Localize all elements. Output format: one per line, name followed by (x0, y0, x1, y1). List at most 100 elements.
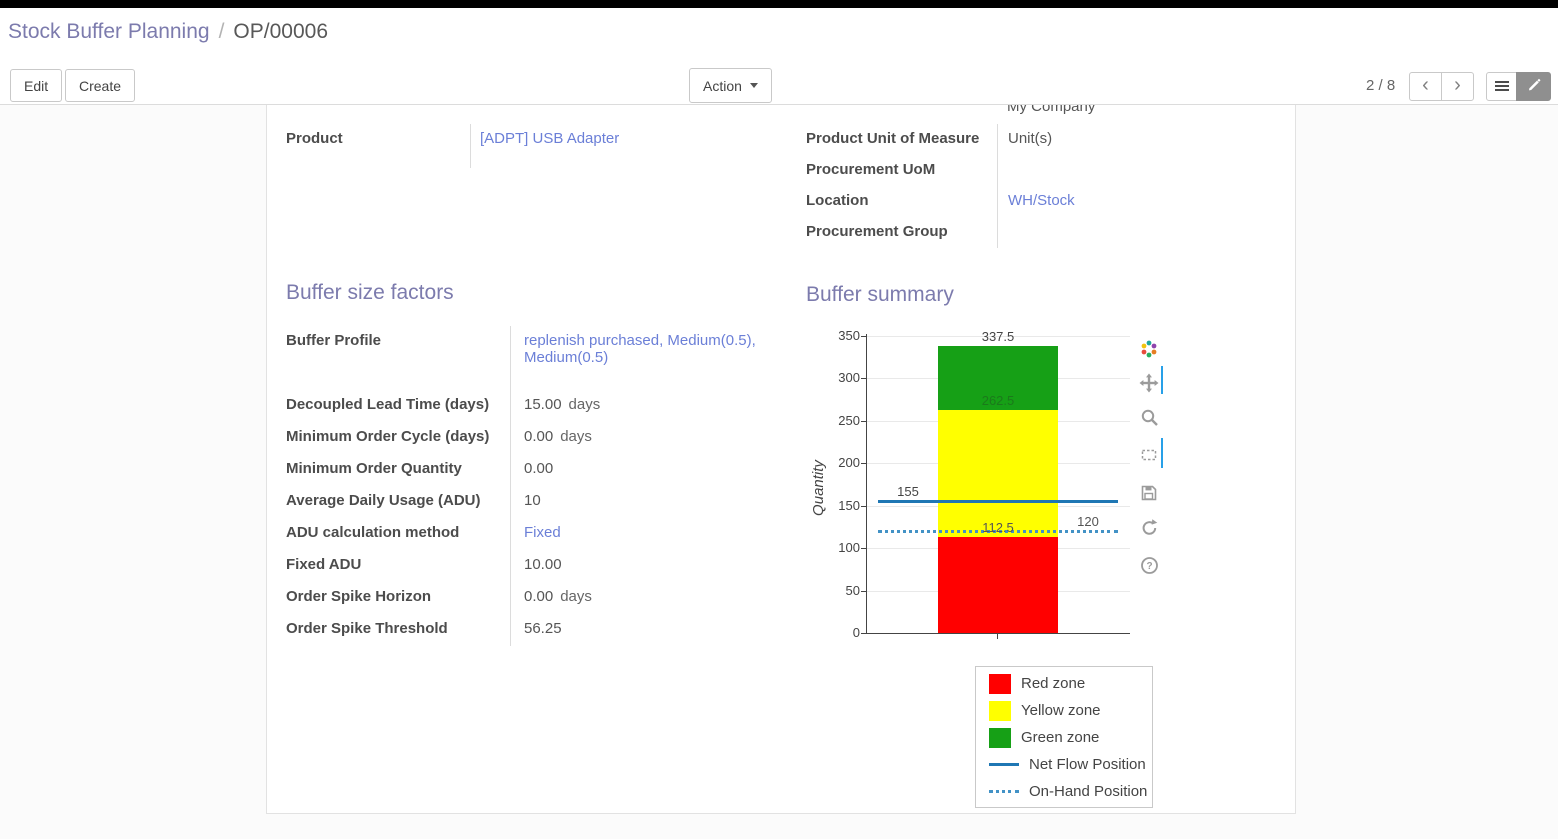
field-label-spike-horizon: Order Spike Horizon (286, 588, 432, 605)
buffer-factors-group: Buffer Profile replenish purchased, Medi… (286, 326, 756, 646)
uom-group: Product Unit of Measure Unit(s) Procurem… (806, 124, 1276, 248)
gridline (867, 335, 1130, 337)
form-view-button[interactable] (1516, 72, 1551, 101)
buffer-profile-link[interactable]: replenish purchased, Medium(0.5), Medium… (524, 332, 756, 366)
field-row-dlt: Decoupled Lead Time (days) 15.00 days (286, 390, 756, 422)
field-row-adu-method: ADU calculation method Fixed (286, 518, 756, 550)
dlt-suffix: days (568, 396, 601, 413)
breadcrumb-separator: / (218, 20, 225, 43)
edit-button[interactable]: Edit (10, 69, 63, 102)
chevron-down-icon (749, 83, 758, 88)
save-icon[interactable] (1136, 480, 1162, 506)
field-row-min-order-cycle: Minimum Order Cycle (days) 0.00 days (286, 422, 756, 454)
location-link[interactable]: WH/Stock (1008, 192, 1075, 209)
action-dropdown-button[interactable]: Action (689, 68, 772, 103)
min-order-qty-value: 0.00 (524, 460, 554, 477)
adu-value: 10 (524, 492, 541, 509)
legend-label: Net Flow Position (1029, 756, 1146, 773)
legend-item-yellow-zone[interactable]: Yellow zone (976, 697, 1152, 724)
field-row-product-uom: Product Unit of Measure Unit(s) (806, 124, 1276, 155)
help-icon[interactable]: ? (1136, 552, 1162, 578)
y-tick-mark (861, 590, 866, 592)
field-label-adu: Average Daily Usage (ADU) (286, 492, 481, 509)
breadcrumb: Stock Buffer Planning / OP/00006 (8, 20, 328, 44)
pager-counter: 2 / 8 (1366, 77, 1396, 94)
field-row-min-order-qty: Minimum Order Quantity 0.00 (286, 454, 756, 486)
field-row-procurement-group: Procurement Group (806, 217, 1276, 248)
clipped-top-field: My Company (1007, 105, 1227, 118)
on-hand-position-line (878, 530, 1118, 533)
pager-previous-button[interactable]: ‹ (1409, 72, 1442, 101)
y-tick-label: 250 (838, 412, 860, 428)
field-label-adu-method: ADU calculation method (286, 524, 460, 541)
control-panel (0, 8, 1558, 105)
chevron-left-icon: ‹ (1422, 74, 1429, 96)
field-row-spike-horizon: Order Spike Horizon 0.00 days (286, 582, 756, 614)
x-axis-line (866, 633, 1130, 634)
annotation-top-of-yellow: 262.5 (981, 392, 1015, 408)
y-tick-label: 100 (838, 540, 860, 555)
legend-item-net-flow[interactable]: Net Flow Position (976, 751, 1152, 778)
field-label-dlt: Decoupled Lead Time (days) (286, 396, 490, 413)
min-order-cycle-value: 0.00 (524, 428, 554, 445)
y-tick-label: 150 (838, 497, 860, 513)
field-label-min-order-cycle: Minimum Order Cycle (days) (286, 428, 490, 445)
annotation-top-of-green: 337.5 (981, 329, 1015, 345)
action-dropdown-label: Action (703, 77, 742, 94)
field-label-min-order-qty: Minimum Order Quantity (286, 460, 462, 477)
y-tick-mark (861, 463, 866, 464)
green-zone-swatch (989, 727, 1011, 748)
field-row-buffer-profile: Buffer Profile replenish purchased, Medi… (286, 326, 756, 390)
box-select-icon[interactable] (1136, 442, 1162, 468)
legend-item-green-zone[interactable]: Green zone (976, 724, 1152, 751)
pan-icon[interactable] (1136, 370, 1162, 396)
y-tick-mark (861, 378, 866, 379)
field-row-procurement-uom: Procurement UoM (806, 155, 1276, 186)
y-tick-mark (861, 548, 866, 549)
red-zone-swatch (989, 673, 1011, 694)
net-flow-line-swatch (989, 763, 1019, 766)
list-view-button[interactable] (1486, 72, 1517, 101)
pager-next-button[interactable]: › (1441, 72, 1474, 101)
plotly-logo-icon[interactable] (1136, 336, 1162, 362)
y-tick-label: 50 (845, 582, 860, 598)
legend-item-on-hand[interactable]: On-Hand Position (976, 778, 1152, 805)
edit-form-icon (1526, 77, 1542, 96)
list-icon (1494, 79, 1509, 95)
breadcrumb-parent-link[interactable]: Stock Buffer Planning (8, 20, 210, 43)
yellow-zone-swatch (989, 700, 1011, 721)
dlt-value: 15.00 (524, 396, 562, 413)
legend-label: On-Hand Position (1029, 783, 1148, 800)
on-hand-line-swatch (989, 790, 1019, 793)
reset-axes-icon[interactable] (1136, 514, 1162, 540)
buffer-summary-chart: 0 50 100 150 200 250 300 350 Quantity 33… (800, 328, 1170, 668)
y-tick-mark (861, 420, 866, 422)
zoom-icon[interactable] (1136, 404, 1162, 430)
field-label-buffer-profile: Buffer Profile (286, 332, 382, 349)
y-tick-mark (861, 505, 866, 507)
field-label-spike-threshold: Order Spike Threshold (286, 620, 448, 637)
product-link[interactable]: [ADPT] USB Adapter (480, 130, 620, 147)
y-axis-line (866, 334, 867, 634)
breadcrumb-current: OP/00006 (233, 20, 328, 43)
y-tick-mark (861, 633, 866, 634)
create-button[interactable]: Create (65, 69, 136, 102)
fixed-adu-value: 10.00 (524, 556, 562, 573)
legend-label: Green zone (1021, 729, 1100, 746)
product-uom-value: Unit(s) (1008, 130, 1053, 147)
svg-text:?: ? (1146, 561, 1152, 572)
modebar-active-indicator (1161, 438, 1163, 468)
net-flow-position-line (878, 500, 1118, 504)
field-label-procurement-group: Procurement Group (806, 223, 948, 240)
legend-label: Yellow zone (1021, 702, 1101, 719)
field-row-location: Location WH/Stock (806, 186, 1276, 217)
annotation-on-hand: 120 (1077, 514, 1099, 529)
legend-item-red-zone[interactable]: Red zone (976, 670, 1152, 697)
buffer-summary-title: Buffer summary (806, 283, 954, 306)
adu-method-link[interactable]: Fixed (524, 524, 561, 541)
field-label-fixed-adu: Fixed ADU (286, 556, 362, 573)
product-group: Product [ADPT] USB Adapter (286, 124, 716, 168)
min-order-cycle-suffix: days (560, 428, 592, 445)
field-row-adu: Average Daily Usage (ADU) 10 (286, 486, 756, 518)
legend-label: Red zone (1021, 675, 1086, 692)
